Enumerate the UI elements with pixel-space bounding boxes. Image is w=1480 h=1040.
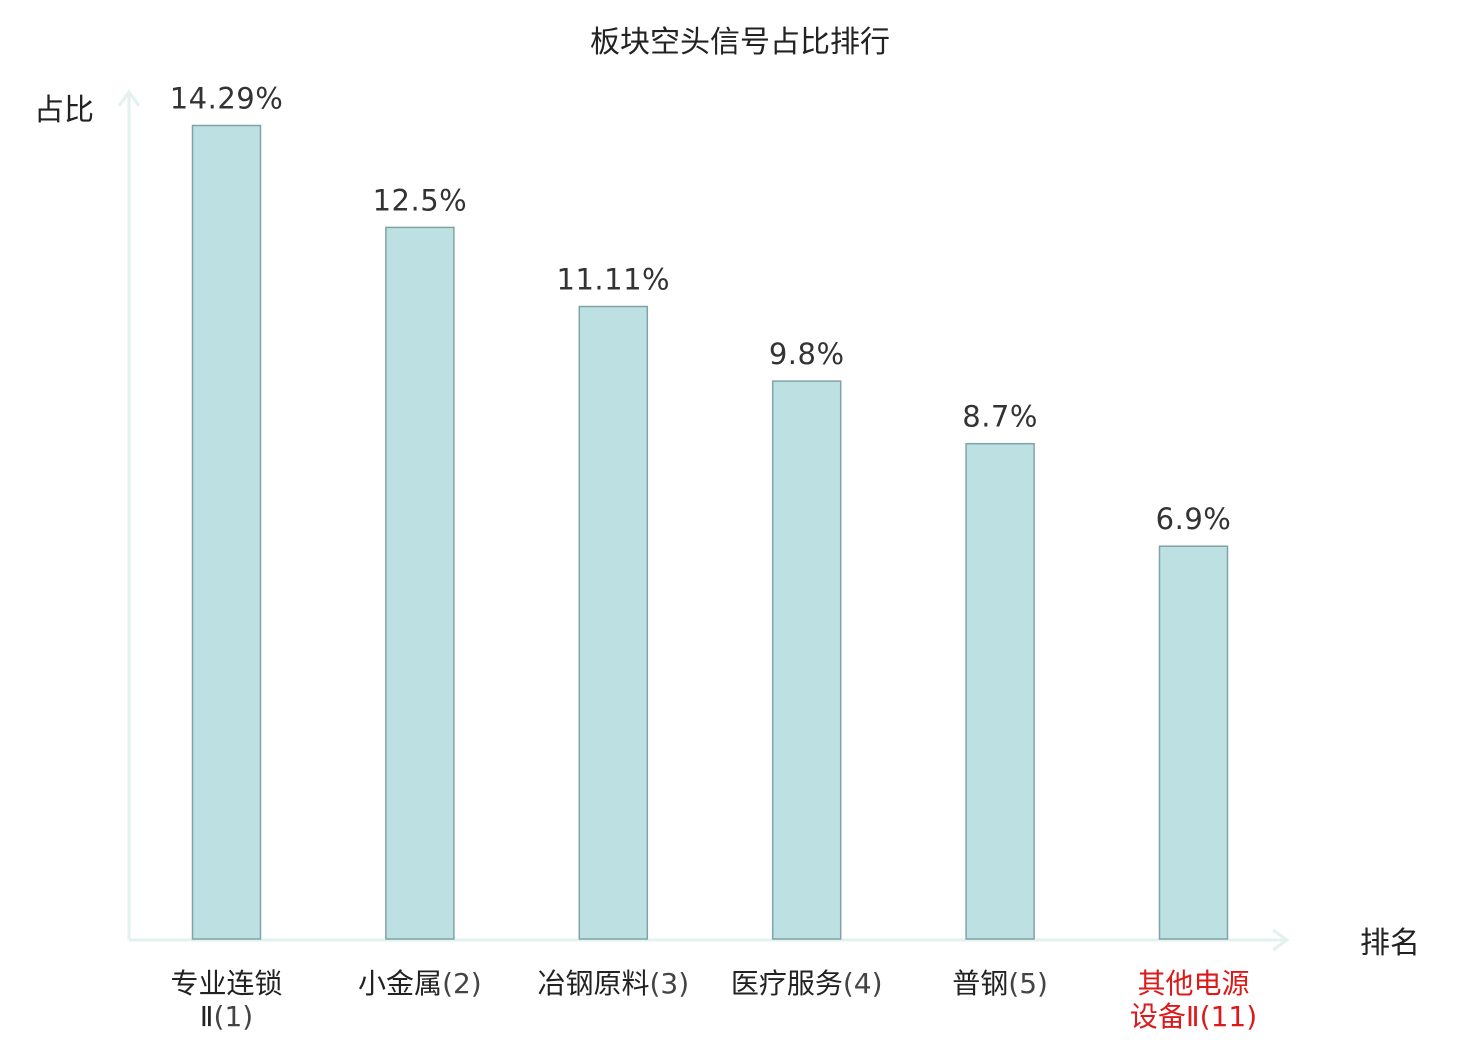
x-axis-arrow-icon — [1272, 928, 1290, 952]
x-tick-label-line: 其他电源 — [1137, 967, 1249, 1000]
y-axis-label: 占比 — [34, 93, 94, 128]
y-axis-arrow-icon — [117, 89, 141, 107]
data-label: 12.5% — [373, 183, 468, 217]
data-label: 9.8% — [769, 337, 845, 371]
x-tick-label: 普钢(5) — [952, 967, 1048, 1000]
x-tick-label-line: 设备Ⅱ(11) — [1130, 1000, 1257, 1033]
x-tick-label-line: 小金属(2) — [358, 967, 482, 1000]
axes — [117, 89, 1290, 952]
data-label: 6.9% — [1156, 502, 1232, 536]
chart-title: 板块空头信号占比排行 — [590, 25, 890, 60]
x-tick-label-line: 专业连锁 — [170, 967, 282, 1000]
data-label: 11.11% — [557, 263, 671, 297]
bar — [1158, 545, 1229, 940]
x-tick-label: 医疗服务(4) — [731, 967, 883, 1000]
x-tick-label: 小金属(2) — [358, 967, 482, 1000]
x-tick-label-line: 医疗服务(4) — [731, 967, 883, 1000]
x-axis-label: 排名 — [1360, 926, 1420, 961]
bar — [771, 380, 842, 940]
x-tick-label-line: Ⅱ(1) — [200, 1000, 253, 1033]
bar — [191, 124, 262, 940]
data-label: 8.7% — [962, 400, 1038, 434]
bar — [965, 442, 1035, 940]
x-tick-label-line: 冶钢原料(3) — [537, 967, 689, 1000]
data-label: 14.29% — [170, 82, 284, 116]
bar — [385, 226, 455, 940]
value-labels: 14.29% 12.5% 11.11% 9.8% 8.7% 6.9% — [170, 82, 1232, 537]
x-tick-label: 冶钢原料(3) — [537, 967, 689, 1000]
bar-series — [191, 124, 1229, 940]
x-tick-label-line: 普钢(5) — [952, 967, 1048, 1000]
bar — [578, 305, 649, 940]
